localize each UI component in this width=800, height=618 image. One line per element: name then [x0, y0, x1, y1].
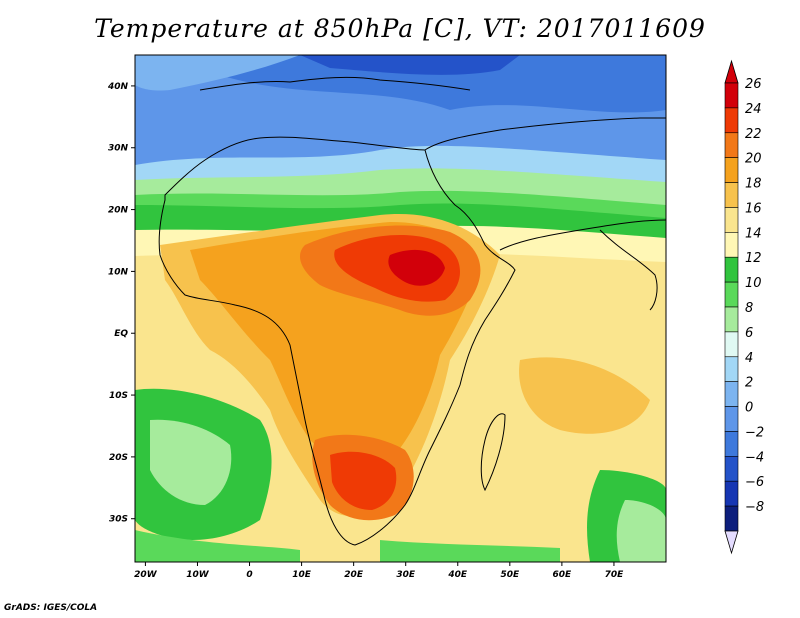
colorbar-segment — [724, 182, 739, 208]
lat-tick-label: 10N — [108, 267, 129, 277]
colorbar-segment — [724, 82, 739, 109]
grads-credit: GrADS: IGES/COLA — [4, 603, 98, 613]
colorbar-label: 12 — [745, 251, 762, 266]
colorbar-segment — [724, 505, 739, 532]
colorbar-segment — [724, 256, 739, 283]
colorbar-label: −2 — [745, 425, 764, 440]
longitude-ticks: 20W 10W 0 10E 20E 30E 40E 50E 60E 70E — [134, 562, 624, 580]
colorbar-segment — [724, 207, 739, 233]
colorbar-segment — [724, 480, 739, 507]
lon-tick-label: 40E — [447, 570, 468, 580]
colorbar-segment — [724, 406, 739, 432]
colorbar-label: 16 — [745, 201, 762, 216]
lon-tick-label: 20E — [344, 570, 364, 580]
colorbar-label: −6 — [745, 475, 764, 490]
colorbar-segment — [724, 331, 739, 358]
lon-tick-label: 60E — [553, 570, 573, 580]
coastlines — [158, 76, 666, 546]
lon-tick-label: 50E — [500, 570, 520, 580]
colorbar-label: 6 — [745, 326, 753, 341]
latitude-ticks: 40N 30N 20N 10N EQ 10S 20S 30S — [107, 82, 135, 525]
colorbar-segment — [724, 281, 739, 308]
lon-tick-label: 30E — [396, 570, 416, 580]
colorbar-segment — [724, 456, 739, 482]
colorbar-bottom-arrow — [724, 530, 739, 555]
colorbar-segment — [724, 381, 739, 407]
colorbar-segment — [724, 107, 739, 134]
lat-tick-label: 30S — [109, 515, 128, 525]
colorbar-label: 14 — [745, 226, 762, 241]
lon-tick-label: 10E — [292, 570, 312, 580]
colorbar-label: 20 — [745, 152, 762, 167]
lat-tick-label: 30N — [108, 144, 129, 154]
colorbar-top-arrow — [724, 59, 739, 84]
lon-tick-label: 70E — [605, 570, 625, 580]
colorbar-label: 4 — [745, 351, 753, 366]
map-frame — [134, 54, 667, 563]
colorbar-segment — [724, 431, 739, 457]
colorbar-segment — [724, 232, 739, 258]
colorbar-label: 2 — [745, 376, 753, 391]
colorbar-segment — [724, 132, 739, 158]
colorbar-segment — [724, 356, 739, 382]
colorbar-label: 0 — [745, 401, 753, 416]
lat-tick-label: 40N — [107, 82, 129, 92]
colorbar-label: −8 — [745, 500, 764, 515]
colorbar-label: 10 — [745, 276, 762, 291]
colorbar-label: 22 — [745, 127, 762, 142]
temperature-field — [135, 55, 666, 562]
lon-tick-label: 10W — [186, 570, 210, 580]
lat-tick-label: EQ — [114, 329, 128, 339]
lat-tick-label: 20N — [108, 206, 129, 216]
lat-tick-label: 10S — [109, 391, 128, 401]
lon-tick-label: 0 — [246, 570, 252, 580]
colorbar-label: 8 — [745, 301, 753, 316]
colorbar-segment — [724, 306, 739, 333]
colorbar-label: −4 — [745, 450, 764, 465]
colorbar-segment — [724, 157, 739, 183]
lon-tick-label: 20W — [134, 570, 158, 580]
map-title: Temperature at 850hPa [C], VT: 201701160… — [94, 14, 706, 43]
lat-tick-label: 20S — [109, 453, 128, 463]
colorbar-label: 18 — [745, 177, 762, 192]
colorbar-label: 24 — [745, 102, 762, 117]
colorbar-label: 26 — [745, 77, 762, 92]
